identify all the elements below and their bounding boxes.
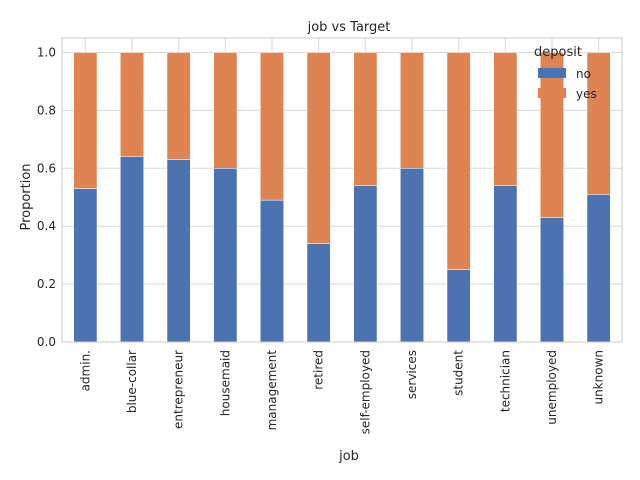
- bar-no: [213, 168, 238, 343]
- x-tick-label: student: [452, 350, 466, 396]
- chart-title: job vs Target: [307, 20, 391, 35]
- y-tick-label: 1.0: [37, 45, 56, 59]
- x-tick-label: admin.: [78, 350, 92, 391]
- legend-title: deposit: [534, 45, 582, 60]
- x-tick-label: services: [405, 350, 419, 399]
- bar-no: [73, 188, 98, 343]
- y-tick-label: 0.2: [37, 277, 56, 291]
- x-tick-label: entrepreneur: [172, 350, 186, 429]
- bar-no: [353, 185, 378, 343]
- x-tick-label: unemployed: [545, 350, 559, 425]
- bar-yes: [353, 52, 378, 186]
- plot-area: 0.0 0.2 0.4 0.6 0.8 1.0 admin. blue-collar entre…: [37, 37, 623, 434]
- bar-no: [586, 194, 611, 343]
- x-tick-label: unknown: [592, 350, 606, 405]
- x-tick-label: retired: [312, 350, 326, 390]
- bar-no: [400, 168, 424, 343]
- bar-yes: [73, 52, 98, 189]
- bar-no: [120, 156, 144, 343]
- bar-yes: [166, 52, 191, 160]
- y-tick-label: 0.6: [37, 161, 56, 175]
- y-tick-label: 0.4: [37, 219, 56, 233]
- bar-yes: [260, 52, 284, 201]
- bar-yes: [400, 52, 424, 169]
- bar-no: [260, 199, 284, 343]
- y-axis-label: Proportion: [19, 163, 34, 230]
- x-axis-label: job: [338, 449, 359, 464]
- legend-swatch-yes: [538, 88, 566, 98]
- x-tick-label: technician: [498, 350, 512, 412]
- legend-swatch-no: [538, 68, 566, 78]
- legend-label-yes: yes: [576, 87, 597, 101]
- bar-no: [166, 159, 191, 343]
- x-tick-label: self-employed: [358, 350, 372, 434]
- bar-no: [446, 269, 471, 343]
- bar-yes: [120, 52, 144, 157]
- bar-no: [306, 243, 331, 343]
- legend-label-no: no: [576, 67, 591, 81]
- x-tick-label: housemaid: [218, 350, 232, 416]
- x-tick-label: blue-collar: [125, 350, 139, 413]
- bar-yes: [213, 52, 238, 169]
- y-tick-label: 0.8: [37, 103, 56, 117]
- legend: deposit no yes: [534, 45, 597, 101]
- plot-frame: [61, 37, 623, 343]
- x-tick-label: management: [265, 350, 279, 431]
- bar-yes: [493, 52, 518, 186]
- bar-yes: [446, 52, 471, 270]
- bar-yes: [306, 52, 331, 244]
- bar-no: [540, 217, 564, 343]
- bar-no: [493, 185, 518, 343]
- y-tick-label: 0.0: [37, 335, 56, 349]
- bar-yes: [586, 52, 611, 195]
